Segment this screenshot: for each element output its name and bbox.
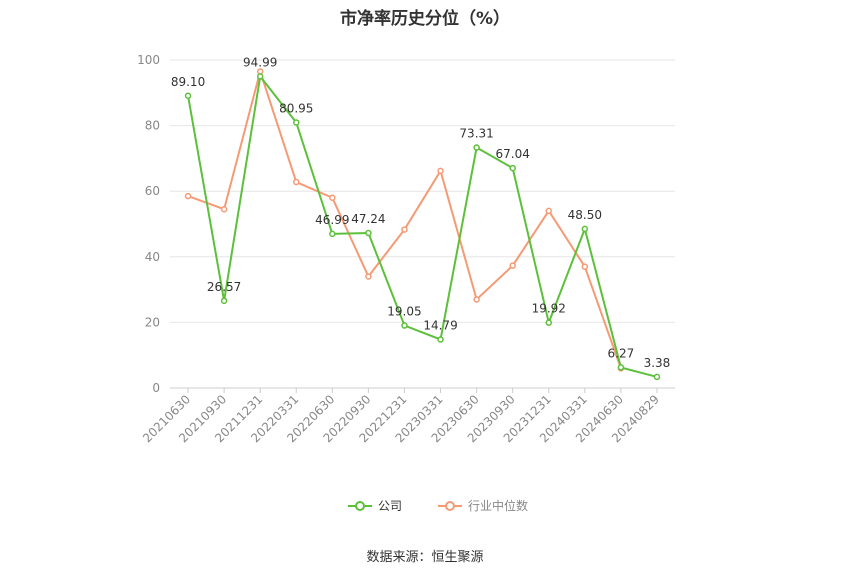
data-labels: 89.10 26.57 94.99 80.95 46.99 47.24 19.0514.79… — [171, 55, 670, 369]
company-point — [220, 297, 228, 305]
company-data-label: 73.31 — [459, 127, 493, 141]
industry-point — [220, 205, 228, 213]
data-source: 数据来源：恒生聚源 — [366, 550, 484, 565]
company-series-line — [187, 74, 658, 378]
company-data-label: 19.92 — [532, 302, 566, 316]
y-tick-label: 20 — [145, 315, 160, 329]
company-point — [509, 164, 516, 172]
company-point — [581, 225, 589, 233]
x-axis-ticks: 2021063020210930202112312022033120220630… — [140, 388, 662, 445]
industry-point — [329, 194, 336, 202]
company-data-label: 6.27 — [608, 346, 635, 360]
legend-swatch-marker — [355, 501, 365, 511]
legend: 公司 行业中位数 — [348, 498, 528, 513]
company-data-label: 47.24 — [351, 212, 385, 226]
company-point — [401, 322, 408, 329]
y-tick-label: 100 — [137, 53, 160, 67]
company-point — [293, 119, 300, 126]
company-data-label: 26.57 — [207, 280, 241, 294]
company-data-label: 14.79 — [423, 318, 457, 332]
legend-label[interactable]: 行业中位数 — [468, 498, 528, 513]
y-axis-ticks: 0 20 40 60 80 100 — [137, 53, 160, 395]
company-data-label: 80.95 — [279, 101, 313, 115]
industry-point — [293, 178, 300, 186]
industry-point — [365, 273, 372, 280]
industry-point — [581, 263, 589, 270]
legend-label[interactable]: 公司 — [378, 499, 402, 513]
industry-point — [437, 167, 444, 175]
industry-point — [184, 192, 192, 200]
series-lines — [184, 67, 661, 381]
industry-point — [473, 296, 480, 303]
y-tick-label: 80 — [145, 119, 160, 133]
company-point — [437, 336, 444, 343]
company-point — [653, 373, 661, 381]
chart-title: 市净率历史分位（%） — [339, 9, 511, 29]
company-data-label: 89.10 — [171, 75, 205, 89]
company-data-label: 3.38 — [644, 356, 671, 370]
company-point — [545, 319, 552, 326]
legend-swatch-marker — [445, 501, 455, 511]
company-data-label: 94.99 — [243, 55, 277, 69]
company-point — [617, 364, 625, 371]
y-tick-label: 0 — [152, 381, 160, 395]
company-data-label: 46.99 — [315, 213, 349, 227]
company-point — [365, 229, 372, 237]
grid-lines — [170, 59, 675, 323]
company-point — [473, 144, 480, 151]
company-data-label: 48.50 — [568, 208, 602, 222]
company-data-label: 19.05 — [387, 305, 421, 319]
industry-point — [401, 226, 408, 233]
industry-point — [545, 207, 552, 215]
company-point — [184, 92, 192, 100]
industry-point — [509, 262, 516, 269]
y-tick-label: 60 — [145, 184, 160, 198]
company-point — [256, 73, 264, 80]
y-tick-label: 40 — [145, 250, 160, 264]
company-point — [329, 230, 336, 238]
company-data-label: 67.04 — [495, 147, 529, 161]
